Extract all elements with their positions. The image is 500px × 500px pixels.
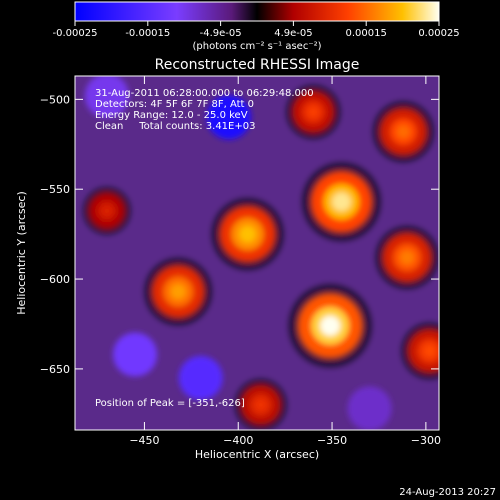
y-tick-label: −500	[40, 93, 70, 106]
plot-frame	[74, 75, 440, 431]
footer-timestamp: 24-Aug-2013 20:27	[399, 487, 496, 498]
annotation-block: 31-Aug-2011 06:28:00.000 to 06:29:48.000…	[95, 88, 314, 409]
colorbar-unit-label: (photons cm⁻² s⁻¹ asec⁻²)	[192, 41, 321, 52]
annotation-energy: Energy Range: 12.0 - 25.0 keV	[95, 110, 248, 121]
x-axis-label: Heliocentric X (arcsec)	[195, 448, 319, 461]
annotation-time: 31-Aug-2011 06:28:00.000 to 06:29:48.000	[95, 88, 314, 99]
x-tick-label: −350	[317, 434, 347, 447]
colorbar-tick-label: -4.9e-05	[200, 28, 242, 39]
heatmap-cold-spot	[347, 386, 392, 430]
heatmap-hot-core	[239, 225, 257, 243]
annotation-detectors: Detectors: 4F 5F 6F 7F 8F, Att 0	[95, 99, 254, 110]
heatmap-cold-spot	[206, 95, 251, 140]
y-tick-label: −650	[40, 363, 70, 376]
heatmap-hot-core	[399, 250, 415, 265]
peak-position-label: Position of Peak = [-351,-626]	[95, 398, 245, 409]
heatmap-cold-spot	[113, 332, 158, 377]
y-tick-label: −600	[40, 273, 70, 286]
heatmap-hot-core	[423, 344, 436, 358]
heatmap-hot-core	[396, 124, 411, 139]
x-tick-label: −400	[223, 434, 253, 447]
annotation-clean: Clean Total counts: 3.41E+03	[95, 121, 255, 132]
y-axis: −500 −550 −600 −650	[40, 93, 439, 376]
heatmap-cold-spot	[84, 76, 129, 118]
heatmap-hot-core	[320, 315, 341, 336]
colorbar-tick-label: 0.00015	[346, 28, 387, 39]
x-axis: −450 −400 −350 −300	[129, 76, 441, 447]
heatmap-hot-core	[307, 106, 320, 118]
colorbar-tick-label: 4.9e-05	[274, 28, 312, 39]
colorbar	[74, 1, 440, 22]
colorbar-tick-label: 0.00025	[418, 28, 459, 39]
heatmap-hot-core	[332, 192, 351, 212]
colorbar-ticks: -0.00025 -0.00015 -4.9e-05 4.9e-05 0.00015 0.…	[53, 21, 460, 39]
heatmap-hot-core	[170, 283, 186, 300]
chart-title: Reconstructed RHESSI Image	[155, 57, 360, 73]
y-tick-label: −550	[40, 183, 70, 196]
heatmap-cold-spot	[178, 355, 223, 400]
x-tick-label: −300	[411, 434, 441, 447]
colorbar-tick-label: -0.00025	[53, 28, 98, 39]
heatmap-field	[82, 76, 439, 430]
colorbar-tick-label: -0.00015	[125, 28, 170, 39]
y-axis-label: Heliocentric Y (arcsec)	[15, 191, 28, 315]
heatmap-hot-core	[102, 205, 112, 216]
x-tick-label: −450	[129, 434, 159, 447]
heatmap-hot-core	[255, 399, 267, 411]
